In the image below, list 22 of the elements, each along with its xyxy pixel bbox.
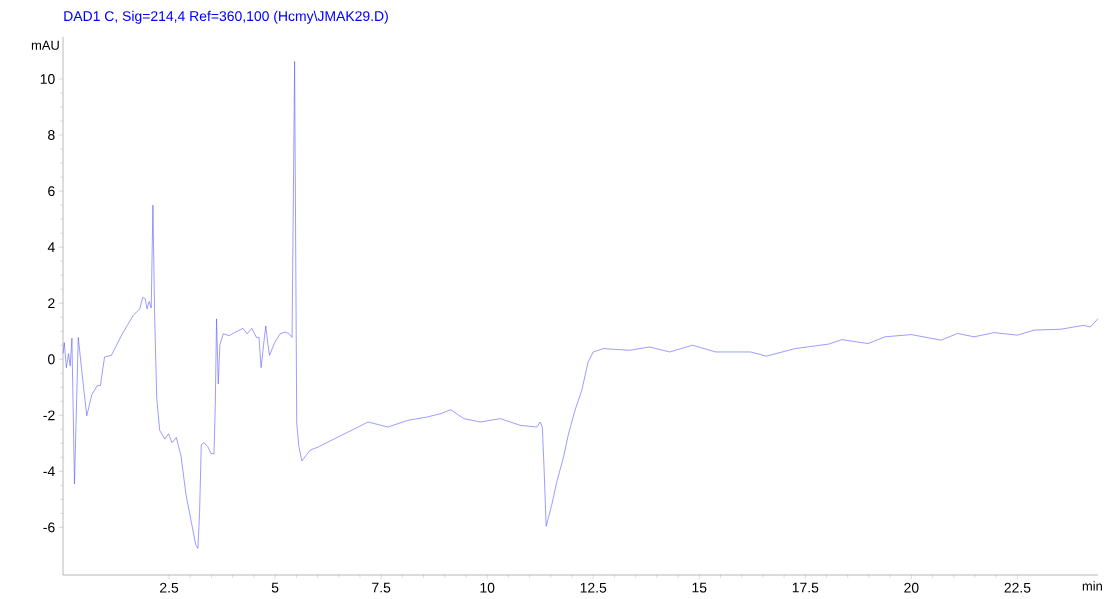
x-tick-label: 10 — [480, 582, 495, 593]
y-tick-label: -4 — [43, 466, 55, 477]
x-tick-label: 12.5 — [580, 582, 607, 593]
x-tick-label: 5 — [271, 582, 279, 593]
x-tick-label: 22.5 — [1004, 582, 1031, 593]
x-tick-label: 2.5 — [160, 582, 179, 593]
x-axis-title: min — [1082, 581, 1102, 591]
x-tick-label: 20 — [904, 582, 919, 593]
y-tick-label: 10 — [40, 74, 55, 84]
line-series — [62, 61, 1099, 549]
y-tick-label: 2 — [48, 298, 55, 309]
y-tick-label: 4 — [47, 242, 55, 252]
y-tick-label: -2 — [43, 410, 55, 421]
y-axis-title: mAU — [31, 40, 59, 50]
x-tick-label: 15 — [692, 582, 707, 593]
y-tick-label: 8 — [48, 130, 55, 141]
x-tick-label: 17.5 — [792, 582, 819, 593]
y-tick-label: 0 — [48, 354, 55, 365]
y-tick-label: -6 — [43, 522, 55, 533]
x-tick-label: 7.5 — [372, 582, 391, 593]
chart-title: DAD1 C, Sig=214,4 Ref=360,100 (Hcmy\JMAK29.D) — [64, 10, 388, 24]
y-tick-label: 6 — [48, 186, 55, 197]
